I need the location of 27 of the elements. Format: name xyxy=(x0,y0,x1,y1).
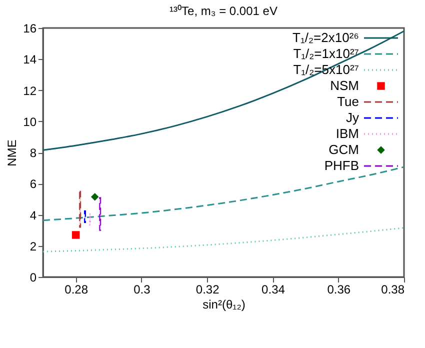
legend-label: T₁/₂=2x10²⁶ xyxy=(292,30,359,45)
line-series xyxy=(42,227,405,252)
legend-label: Tue xyxy=(337,94,359,109)
x-tick-label: 0.36 xyxy=(327,282,351,296)
y-tick-label: 12 xyxy=(23,84,37,98)
legend-label: Jy xyxy=(346,110,360,125)
x-tick-label: 0.38 xyxy=(381,282,405,296)
y-tick-label: 16 xyxy=(23,22,37,36)
legend-label: PHFB xyxy=(324,158,359,173)
y-tick-label: 14 xyxy=(23,52,37,67)
y-tick-label: 10 xyxy=(23,114,37,129)
x-tick-label: 0.3 xyxy=(134,282,151,296)
chart-title: ¹³⁰Te, m₃ = 0.001 eV xyxy=(170,4,278,18)
x-axis-title: sin²(θ₁₂) xyxy=(202,298,246,312)
legend-label: T₁/₂=1x10²⁷ xyxy=(293,46,360,61)
legend-label: GCM xyxy=(328,142,359,157)
y-axis-title: NME xyxy=(5,140,20,166)
y-tick-label: 6 xyxy=(30,177,37,192)
legend-label: IBM xyxy=(336,126,359,141)
x-tick-label: 0.34 xyxy=(262,282,286,296)
y-tick-label: 2 xyxy=(30,239,37,254)
legend-label: NSM xyxy=(330,78,359,93)
y-tick-label: 8 xyxy=(30,146,37,160)
x-tick-label: 0.32 xyxy=(196,282,220,296)
y-tick-label: 4 xyxy=(30,208,37,222)
y-tick-label: 0 xyxy=(30,270,37,284)
x-tick-label: 0.28 xyxy=(64,282,88,296)
